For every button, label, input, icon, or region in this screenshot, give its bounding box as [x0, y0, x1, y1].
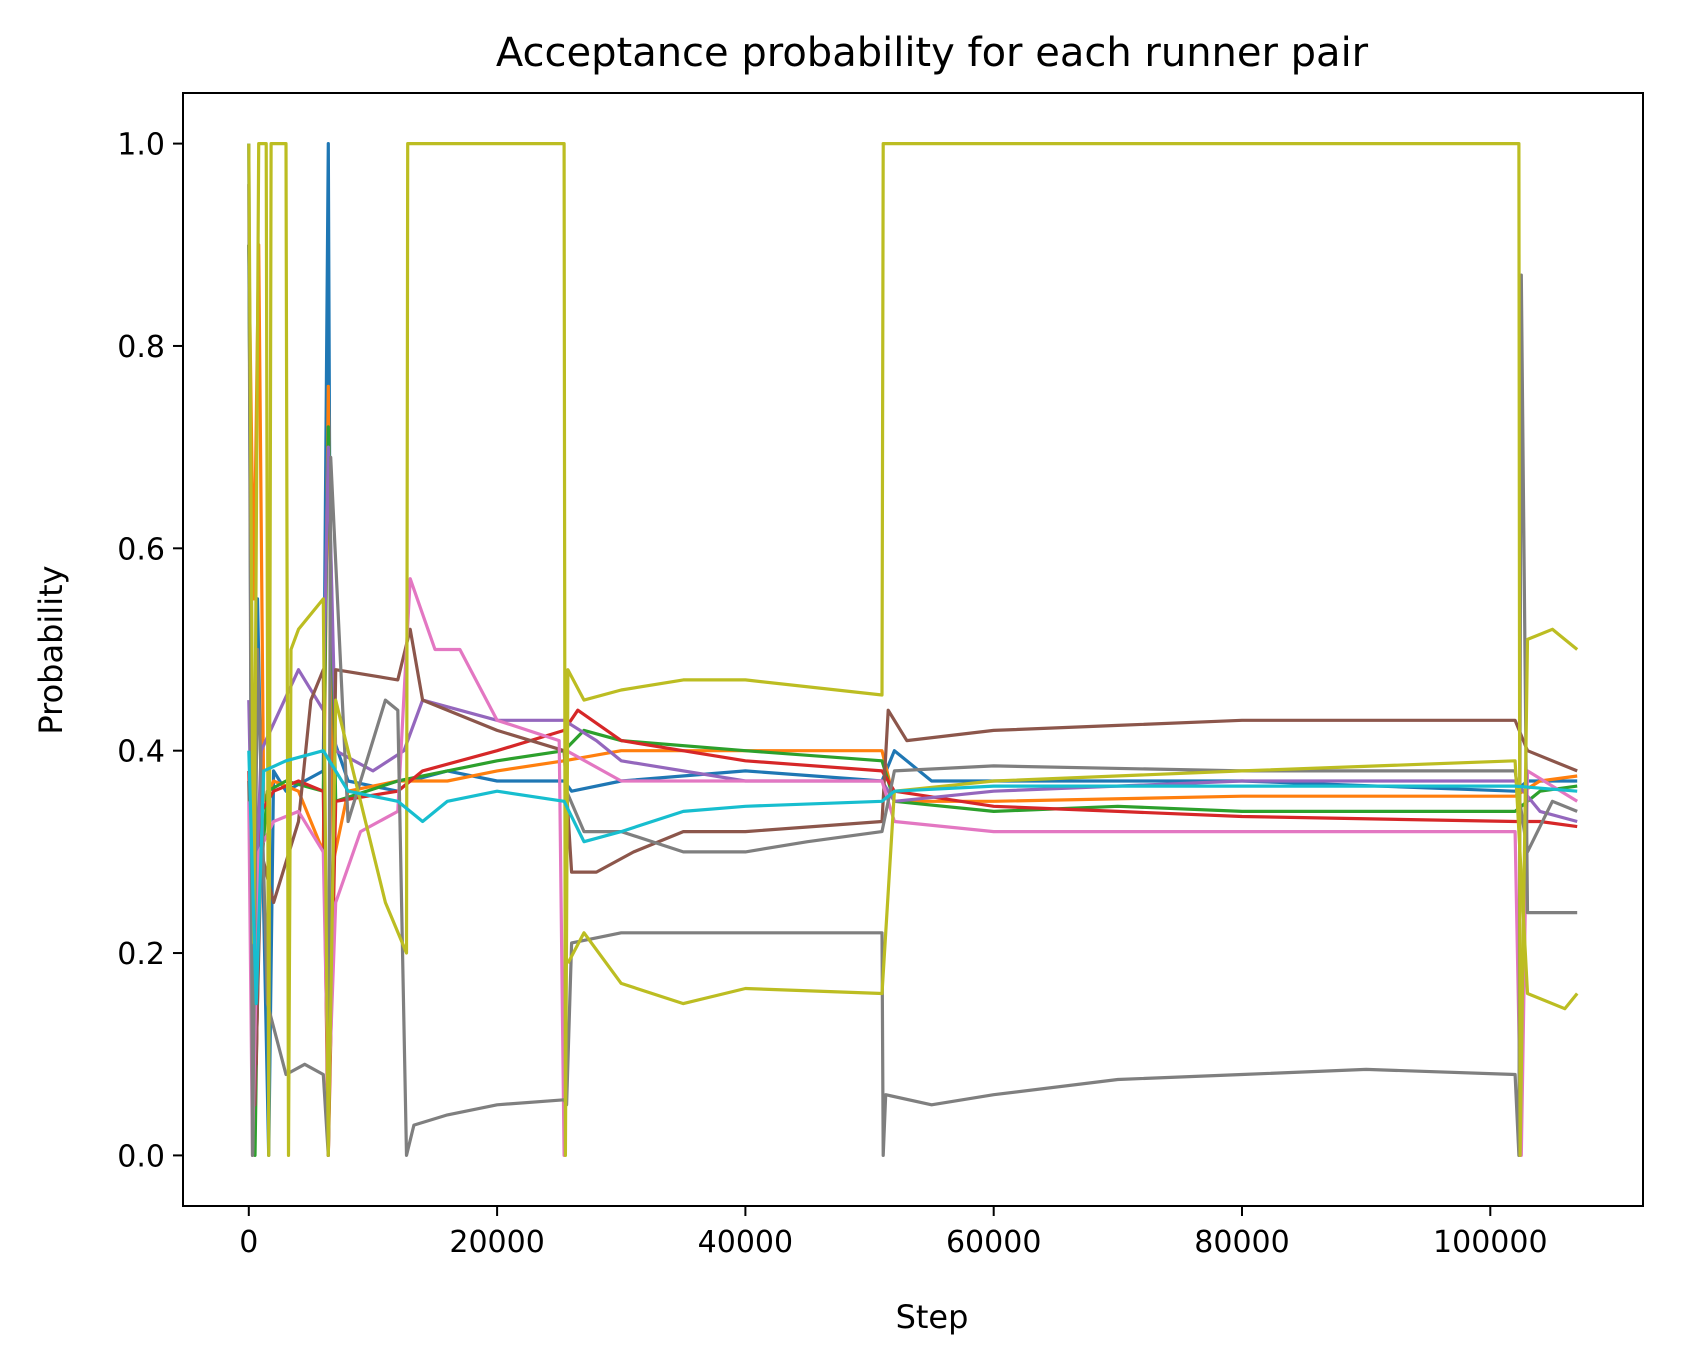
x-tick-label: 60000: [946, 1225, 1041, 1260]
y-tick-label: 0.6: [117, 532, 165, 567]
x-axis: 0 20000 40000 60000 80000 100000: [239, 1206, 1548, 1260]
y-axis-label: Probability: [32, 565, 70, 734]
x-tick-label: 100000: [1433, 1225, 1548, 1260]
x-tick-label: 20000: [449, 1225, 544, 1260]
y-axis: 0.0 0.2 0.4 0.6 0.8 1.0: [117, 128, 183, 1174]
series-line-7: [247, 577, 1579, 1157]
y-tick-label: 0.8: [117, 330, 165, 365]
series-line-8: [247, 184, 1578, 1157]
series-line-3: [247, 244, 1578, 1157]
series-line-10: [247, 142, 1579, 1157]
series-line-4: [247, 708, 1578, 1157]
x-axis-label: Step: [896, 1298, 969, 1336]
series-line-12: [247, 749, 1578, 1006]
y-tick-label: 0.4: [117, 735, 165, 770]
y-tick-label: 1.0: [117, 128, 165, 163]
plot-frame: [182, 92, 1644, 1207]
x-tick-label: 40000: [698, 1225, 793, 1260]
y-tick-label: 0.0: [117, 1139, 165, 1174]
series-line-5: [247, 445, 1578, 955]
chart-title: Acceptance probability for each runner p…: [496, 30, 1369, 76]
series-layer: [247, 142, 1579, 1157]
y-tick-label: 0.2: [117, 937, 165, 972]
series-line-11: [566, 759, 1579, 1011]
x-tick-label: 0: [239, 1225, 258, 1260]
x-tick-label: 80000: [1194, 1225, 1289, 1260]
